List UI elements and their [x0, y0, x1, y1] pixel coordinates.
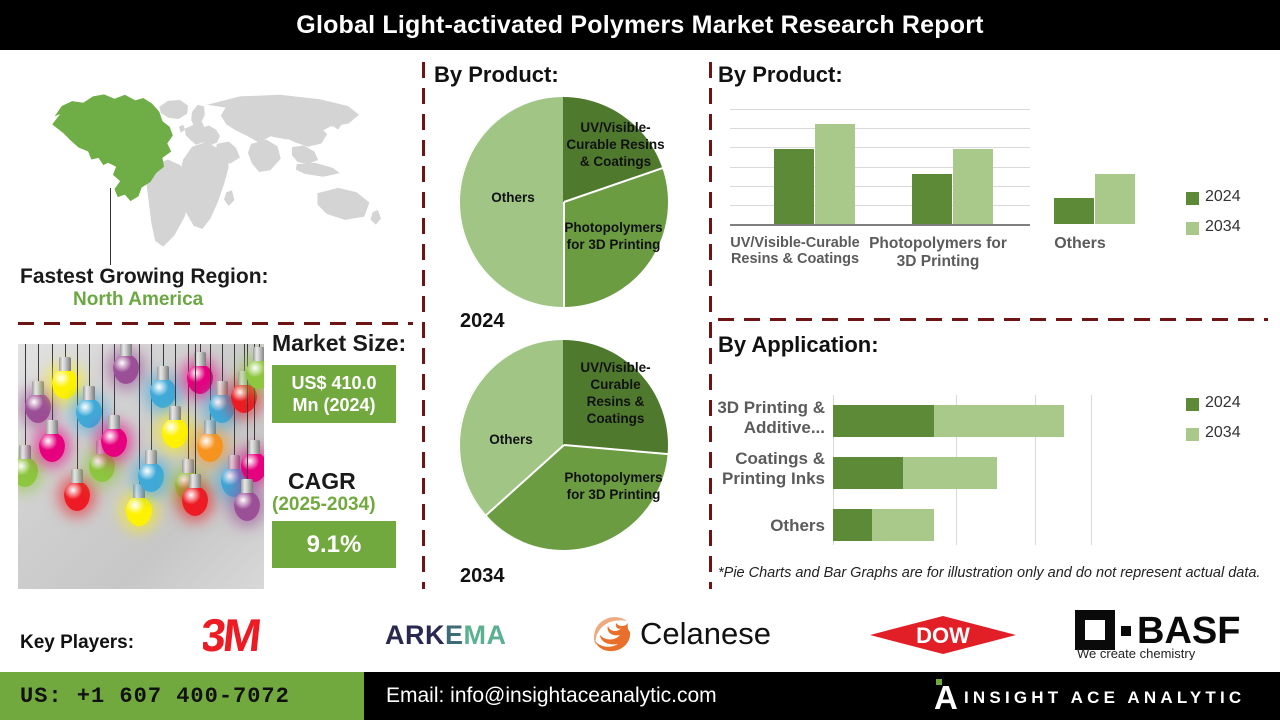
svg-text:DOW: DOW [916, 623, 970, 648]
svg-text:INSIGHT ACE ANALYTIC: INSIGHT ACE ANALYTIC [964, 688, 1245, 707]
svg-text:We create chemistry: We create chemistry [1077, 646, 1196, 660]
svg-text:ARKEMA: ARKEMA [385, 620, 507, 650]
svg-text:A: A [934, 679, 958, 714]
svg-text:3M: 3M [203, 612, 262, 660]
svg-text:Celanese: Celanese [640, 616, 771, 651]
